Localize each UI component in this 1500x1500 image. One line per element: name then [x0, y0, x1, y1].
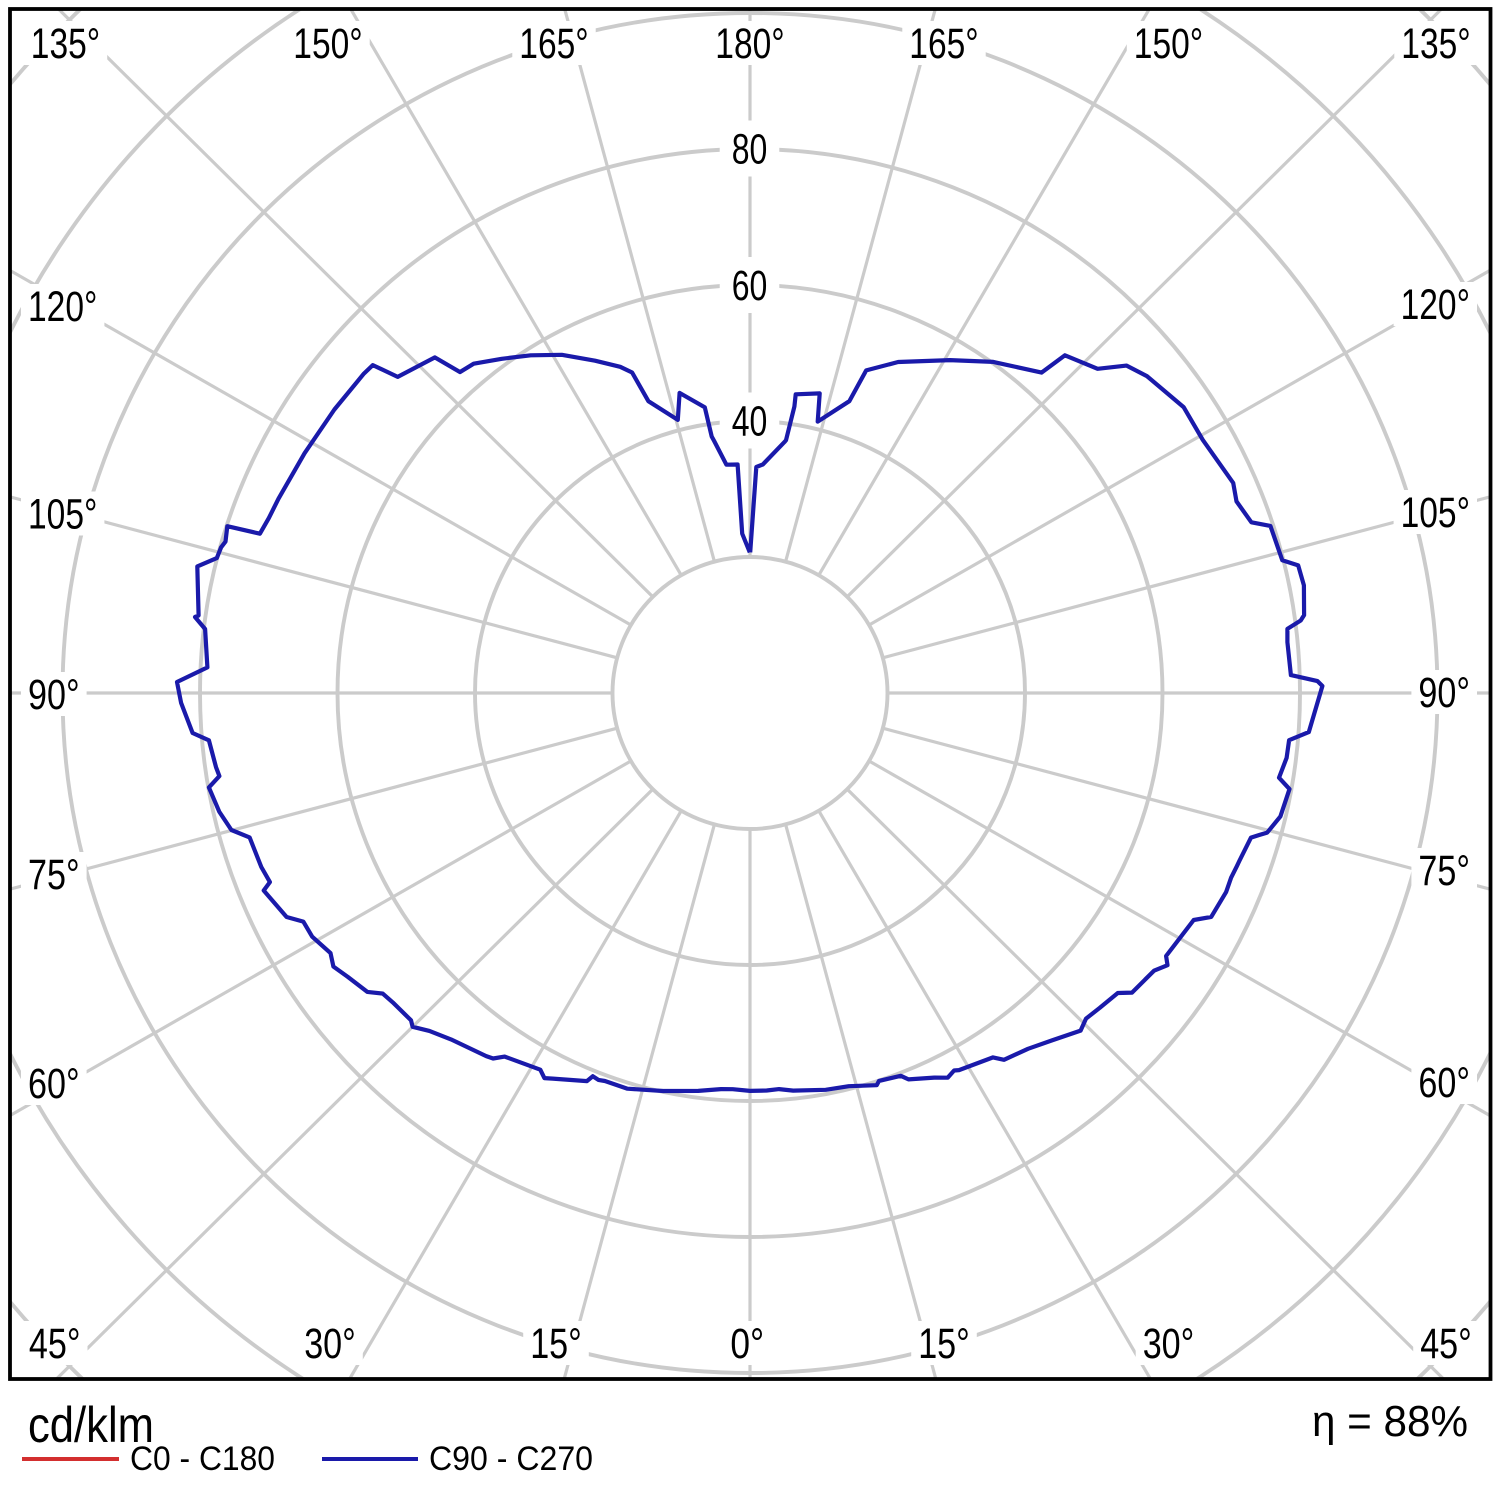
svg-text:90°: 90° [1418, 669, 1470, 717]
svg-text:120°: 120° [1401, 281, 1470, 329]
svg-text:150°: 150° [1134, 20, 1203, 68]
svg-text:0°: 0° [730, 1320, 764, 1368]
svg-text:15°: 15° [918, 1320, 970, 1368]
svg-text:135°: 135° [31, 20, 100, 68]
svg-text:135°: 135° [1401, 20, 1470, 68]
svg-text:30°: 30° [304, 1320, 356, 1368]
svg-text:75°: 75° [28, 851, 80, 899]
svg-text:80: 80 [732, 126, 768, 174]
svg-text:45°: 45° [29, 1320, 81, 1368]
svg-text:120°: 120° [28, 283, 97, 331]
svg-text:165°: 165° [909, 20, 978, 68]
svg-text:30°: 30° [1143, 1320, 1195, 1368]
svg-text:45°: 45° [1420, 1320, 1472, 1368]
svg-text:150°: 150° [293, 20, 362, 68]
svg-text:90°: 90° [28, 671, 80, 719]
svg-text:165°: 165° [519, 20, 588, 68]
svg-text:60°: 60° [28, 1060, 80, 1108]
svg-text:105°: 105° [1401, 489, 1470, 537]
svg-text:40: 40 [732, 398, 768, 446]
svg-text:15°: 15° [530, 1320, 582, 1368]
svg-text:105°: 105° [28, 491, 97, 539]
svg-text:η = 88%: η = 88% [1312, 1397, 1468, 1446]
svg-text:C0 - C180: C0 - C180 [130, 1440, 275, 1478]
svg-text:60°: 60° [1418, 1059, 1470, 1107]
svg-text:cd/klm: cd/klm [28, 1397, 154, 1453]
svg-text:C90 - C270: C90 - C270 [429, 1440, 593, 1478]
svg-text:60: 60 [732, 262, 768, 310]
svg-text:180°: 180° [715, 20, 784, 68]
svg-text:75°: 75° [1418, 847, 1470, 895]
